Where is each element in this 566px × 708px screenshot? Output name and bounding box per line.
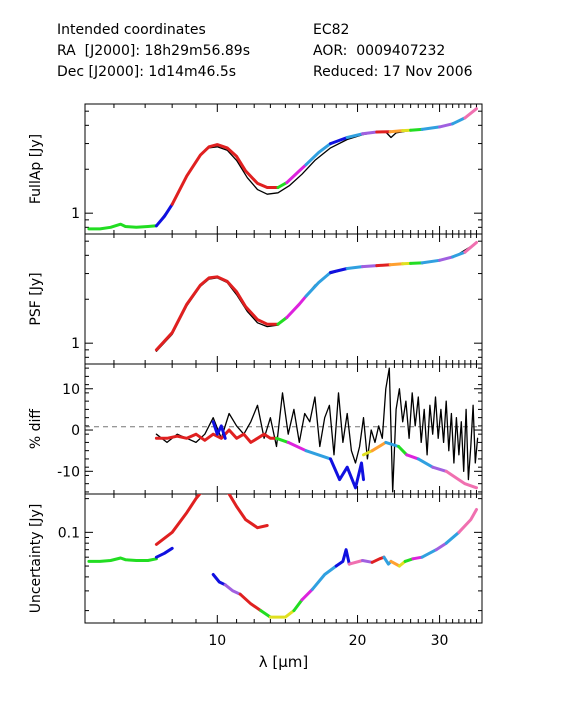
series-line-magenta [405, 453, 420, 461]
series-line-magenta [286, 440, 308, 453]
panel-frame [84, 233, 483, 365]
series-line-green [259, 609, 272, 619]
series-line-green [87, 222, 158, 231]
series-line-orange [389, 559, 401, 568]
series-line-cyan [444, 530, 461, 545]
series-line-orange [388, 262, 405, 267]
series-line-purple [438, 255, 455, 262]
series-line-pink [463, 241, 478, 254]
series-line-green [87, 556, 158, 563]
series-line-purple [361, 559, 374, 564]
series-line-blue [211, 420, 227, 440]
panel-frame [84, 103, 483, 235]
y-tick-label: 0 [71, 423, 80, 439]
header-dec: Dec [J2000]: 1d14m46.5s [57, 64, 237, 80]
series-line-blue [154, 546, 174, 559]
series-line-purple [361, 264, 379, 269]
y-axis-label: Uncertainty [Jy] [28, 504, 44, 614]
series-line-purple [431, 465, 448, 473]
series-line-green [409, 127, 424, 132]
y-axis-label: FullAp [Jy] [28, 134, 44, 204]
y-axis-label: % diff [28, 409, 44, 450]
x-tick-label: 30 [431, 633, 449, 649]
series-line-green [276, 316, 289, 326]
panel-psf: 1 PSF [Jy] [28, 233, 483, 365]
series-line-pink [457, 508, 478, 534]
series-line-blue [329, 457, 365, 490]
series-line-cyan [451, 250, 467, 259]
series-line-orange [388, 129, 405, 134]
series-line-red [238, 592, 263, 613]
series-line-cyan [304, 271, 332, 298]
series-group [87, 107, 478, 231]
series-line-red [170, 143, 280, 206]
series-line-cyan [345, 265, 364, 270]
series-line-cyan [420, 125, 442, 131]
header-intended: Intended coordinates [57, 22, 206, 38]
series-line-green [275, 436, 290, 444]
series-line-cyan [384, 440, 401, 448]
series-line-cyan [420, 258, 442, 265]
y-tick-label: 10 [62, 382, 80, 398]
header-object: EC82 [313, 22, 350, 38]
series-line-blue [329, 267, 349, 274]
series-line-purple [361, 130, 379, 136]
x-tick-label: 20 [349, 633, 367, 649]
series-line-purple [438, 122, 455, 129]
panel-unc: 0.1 Uncertainty [Jy] [28, 493, 483, 624]
panel-diff: 10 0 -10 % diff [28, 363, 483, 495]
y-tick-label: 0.1 [58, 525, 80, 541]
y-axis-label: PSF [Jy] [28, 272, 44, 325]
series-line-pink [444, 469, 478, 490]
series-line-cyan [420, 548, 438, 559]
series-line-blue [154, 202, 174, 228]
series-line-blue [211, 573, 227, 587]
y-tick-label: 1 [71, 206, 80, 222]
series-line-blue [329, 136, 349, 146]
series-line-green [397, 445, 409, 457]
x-axis-label: λ [μm] [259, 653, 309, 671]
series-line-pink [347, 559, 364, 566]
series-line-yellow [268, 609, 296, 619]
series-line-red [154, 494, 269, 546]
series-line-purple [223, 583, 242, 596]
series-line-orange [370, 440, 388, 453]
series-line-cyan [345, 132, 364, 139]
y-tick-label: -10 [57, 464, 80, 480]
header-reduced: Reduced: 17 Nov 2006 [313, 64, 473, 80]
series-line-pink [463, 107, 478, 120]
y-tick-label: 1 [71, 336, 80, 352]
series-line-cyan [304, 142, 332, 167]
series-line-cyan [416, 457, 435, 469]
series-line-black [155, 367, 479, 493]
panel-frame [84, 493, 483, 624]
series-line-green [409, 261, 424, 265]
series-group [154, 367, 479, 493]
header-aor: AOR: 0009407232 [313, 43, 446, 59]
series-line-cyan [451, 116, 467, 126]
series-line-yellow [362, 449, 374, 457]
series-line-purple [434, 541, 448, 552]
series-line-cyan [310, 564, 338, 591]
series-line-green [292, 598, 304, 613]
header-ra: RA [J2000]: 18h29m56.89s [57, 43, 250, 59]
series-line-red [370, 555, 386, 564]
series-line-magenta [411, 555, 424, 561]
series-line-red [154, 275, 280, 352]
series-line-red [375, 263, 392, 268]
series-line-magenta [300, 587, 314, 602]
series-line-cyan [304, 449, 332, 461]
series-line-blue [334, 548, 351, 568]
series-line-magenta [285, 294, 308, 319]
panel-fullap: 1 FullAp [Jy] [28, 103, 483, 235]
series-line-magenta [285, 163, 308, 185]
x-tick-label: 10 [208, 633, 226, 649]
series-group [87, 494, 478, 619]
series-line-green [276, 181, 289, 189]
series-group [154, 241, 478, 352]
